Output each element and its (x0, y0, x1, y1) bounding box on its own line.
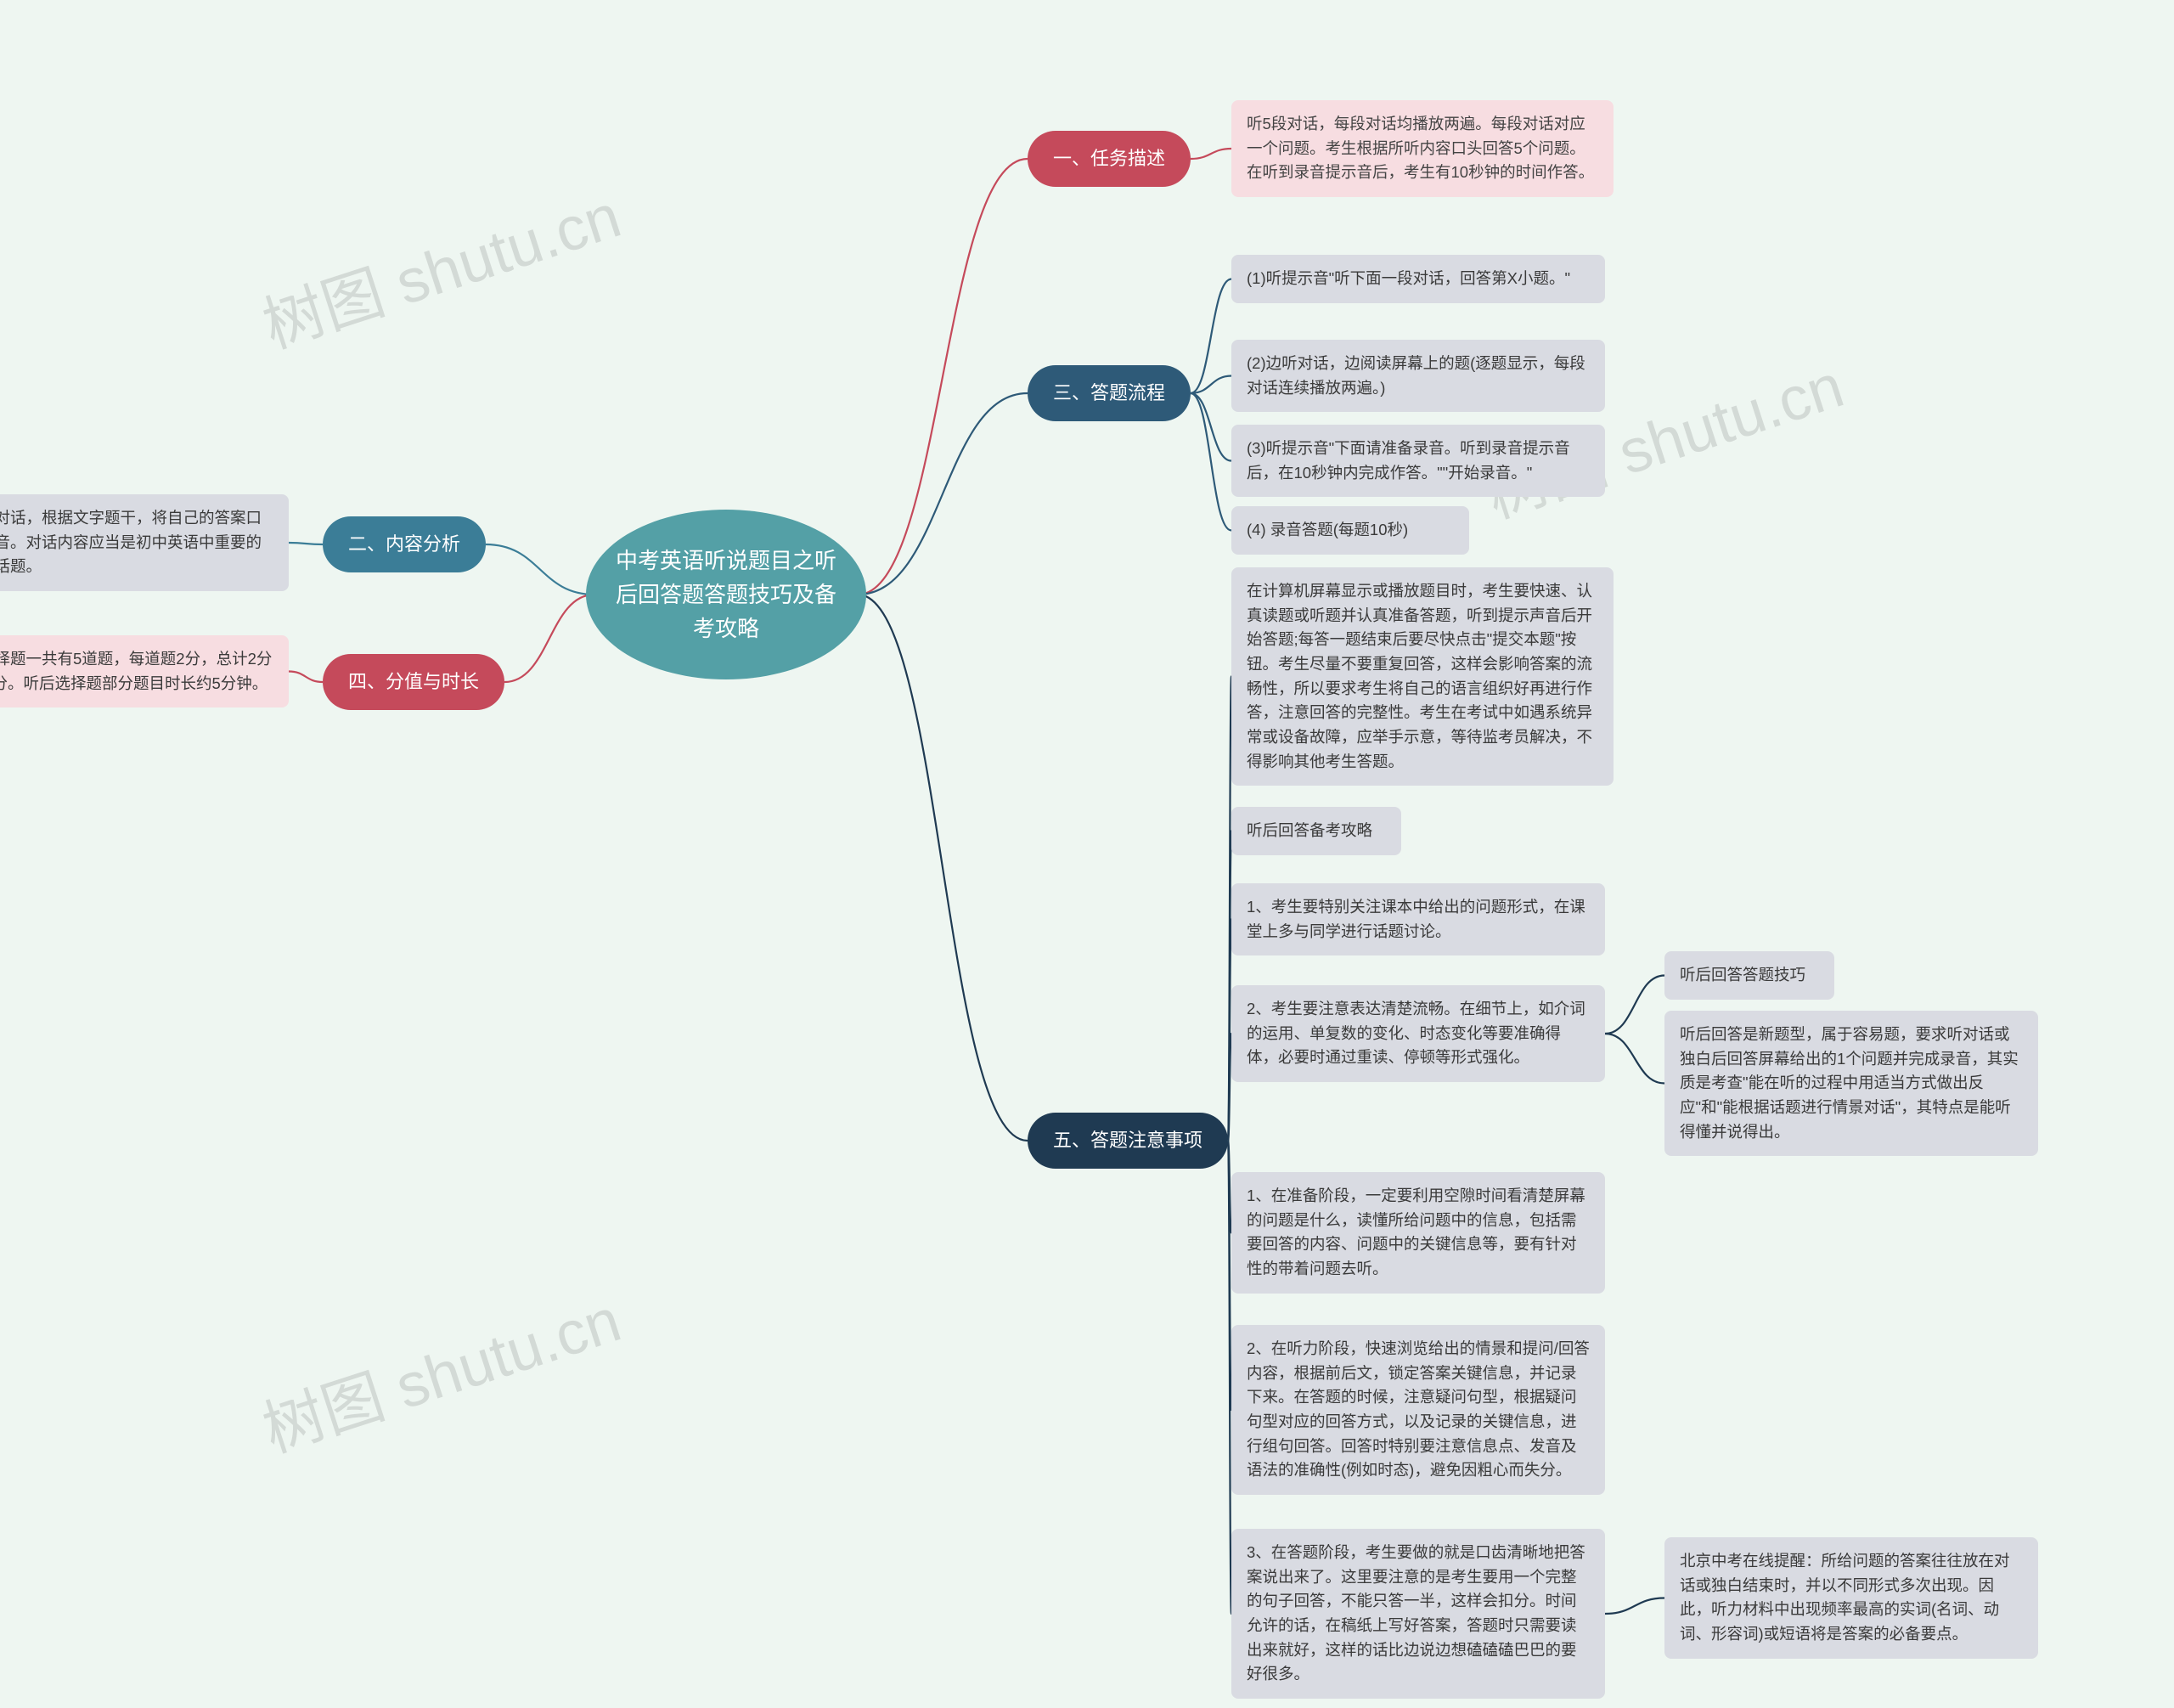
branch-b2[interactable]: 二、内容分析 (323, 516, 486, 572)
leaf-b3l4[interactable]: (4) 录音答题(每题10秒) (1231, 506, 1469, 555)
branch-b1[interactable]: 一、任务描述 (1028, 131, 1191, 187)
branch-b3[interactable]: 三、答题流程 (1028, 365, 1191, 421)
leaf-b2l1[interactable]: 听一段对话，根据文字题干，将自己的答案口述并录音。对话内容应当是初中英语中重要的… (0, 494, 289, 591)
leaf-text: 听一段对话，根据文字题干，将自己的答案口述并录音。对话内容应当是初中英语中重要的… (0, 509, 262, 575)
branch-label: 二、内容分析 (348, 533, 460, 555)
leaf-text: 听后选择题一共有5道题，每道题2分，总计2分×5=10分。听后选择题部分题目时长… (0, 650, 272, 692)
leaf-text: 听后回答备考攻略 (1247, 821, 1372, 839)
leaf-text: 1、在准备阶段，一定要利用空隙时间看清楚屏幕的问题是什么，读懂所给问题中的信息，… (1247, 1187, 1585, 1277)
leaf-b3l2[interactable]: (2)边听对话，边阅读屏幕上的题(逐题显示，每段对话连续播放两遍。) (1231, 340, 1605, 412)
leaf-text: (3)听提示音"下面请准备录音。听到录音提示音后，在10秒钟内完成作答。""开始… (1247, 439, 1570, 482)
root-label: 中考英语听说题目之听后回答题答题技巧及备考攻略 (611, 544, 841, 646)
leaf-b5l3[interactable]: 1、考生要特别关注课本中给出的问题形式，在课堂上多与同学进行话题讨论。 (1231, 883, 1605, 955)
leaf-text: 在计算机屏幕显示或播放题目时，考生要快速、认真读题或听题并认真准备答题，听到提示… (1247, 582, 1592, 770)
leaf-text: 听后回答是新题型，属于容易题，要求听对话或独白后回答屏幕给出的1个问题并完成录音… (1680, 1025, 2019, 1141)
leaf-b5l4b[interactable]: 听后回答是新题型，属于容易题，要求听对话或独白后回答屏幕给出的1个问题并完成录音… (1664, 1011, 2038, 1156)
leaf-b5l6[interactable]: 2、在听力阶段，快速浏览给出的情景和提问/回答内容，根据前后文，锁定答案关键信息… (1231, 1325, 1605, 1495)
leaf-b5l7[interactable]: 3、在答题阶段，考生要做的就是口齿清晰地把答案说出来了。这里要注意的是考生要用一… (1231, 1529, 1605, 1699)
branch-label: 一、任务描述 (1053, 148, 1165, 169)
branch-label: 五、答题注意事项 (1053, 1130, 1202, 1151)
leaf-b5l7a[interactable]: 北京中考在线提醒：所给问题的答案往往放在对话或独白结束时，并以不同形式多次出现。… (1664, 1537, 2038, 1659)
leaf-text: (1)听提示音"听下面一段对话，回答第X小题。" (1247, 269, 1570, 287)
canvas-background (0, 0, 2174, 1708)
leaf-b3l3[interactable]: (3)听提示音"下面请准备录音。听到录音提示音后，在10秒钟内完成作答。""开始… (1231, 425, 1605, 497)
leaf-text: 听后回答答题技巧 (1680, 966, 1805, 984)
leaf-b5l2[interactable]: 听后回答备考攻略 (1231, 807, 1401, 855)
leaf-text: 1、考生要特别关注课本中给出的问题形式，在课堂上多与同学进行话题讨论。 (1247, 898, 1585, 940)
leaf-text: 2、在听力阶段，快速浏览给出的情景和提问/回答内容，根据前后文，锁定答案关键信息… (1247, 1339, 1590, 1479)
leaf-text: (4) 录音答题(每题10秒) (1247, 521, 1408, 538)
leaf-b3l1[interactable]: (1)听提示音"听下面一段对话，回答第X小题。" (1231, 255, 1605, 303)
leaf-b4l1[interactable]: 听后选择题一共有5道题，每道题2分，总计2分×5=10分。听后选择题部分题目时长… (0, 635, 289, 707)
leaf-b5l4a[interactable]: 听后回答答题技巧 (1664, 951, 1834, 1000)
leaf-text: 2、考生要注意表达清楚流畅。在细节上，如介词的运用、单复数的变化、时态变化等要准… (1247, 1000, 1585, 1066)
leaf-text: 听5段对话，每段对话均播放两遍。每段对话对应一个问题。考生根据所听内容口头回答5… (1247, 115, 1594, 181)
branch-b4[interactable]: 四、分值与时长 (323, 654, 504, 710)
leaf-b1l1[interactable]: 听5段对话，每段对话均播放两遍。每段对话对应一个问题。考生根据所听内容口头回答5… (1231, 100, 1614, 197)
leaf-b5l4[interactable]: 2、考生要注意表达清楚流畅。在细节上，如介词的运用、单复数的变化、时态变化等要准… (1231, 985, 1605, 1082)
leaf-text: 北京中考在线提醒：所给问题的答案往往放在对话或独白结束时，并以不同形式多次出现。… (1680, 1552, 2010, 1643)
leaf-text: 3、在答题阶段，考生要做的就是口齿清晰地把答案说出来了。这里要注意的是考生要用一… (1247, 1543, 1585, 1683)
root-node[interactable]: 中考英语听说题目之听后回答题答题技巧及备考攻略 (586, 510, 866, 679)
branch-b5[interactable]: 五、答题注意事项 (1028, 1113, 1228, 1169)
branch-label: 四、分值与时长 (348, 671, 479, 692)
leaf-text: (2)边听对话，边阅读屏幕上的题(逐题显示，每段对话连续播放两遍。) (1247, 354, 1585, 397)
leaf-b5l5[interactable]: 1、在准备阶段，一定要利用空隙时间看清楚屏幕的问题是什么，读懂所给问题中的信息，… (1231, 1172, 1605, 1294)
branch-label: 三、答题流程 (1053, 382, 1165, 403)
leaf-b5l1[interactable]: 在计算机屏幕显示或播放题目时，考生要快速、认真读题或听题并认真准备答题，听到提示… (1231, 567, 1614, 786)
